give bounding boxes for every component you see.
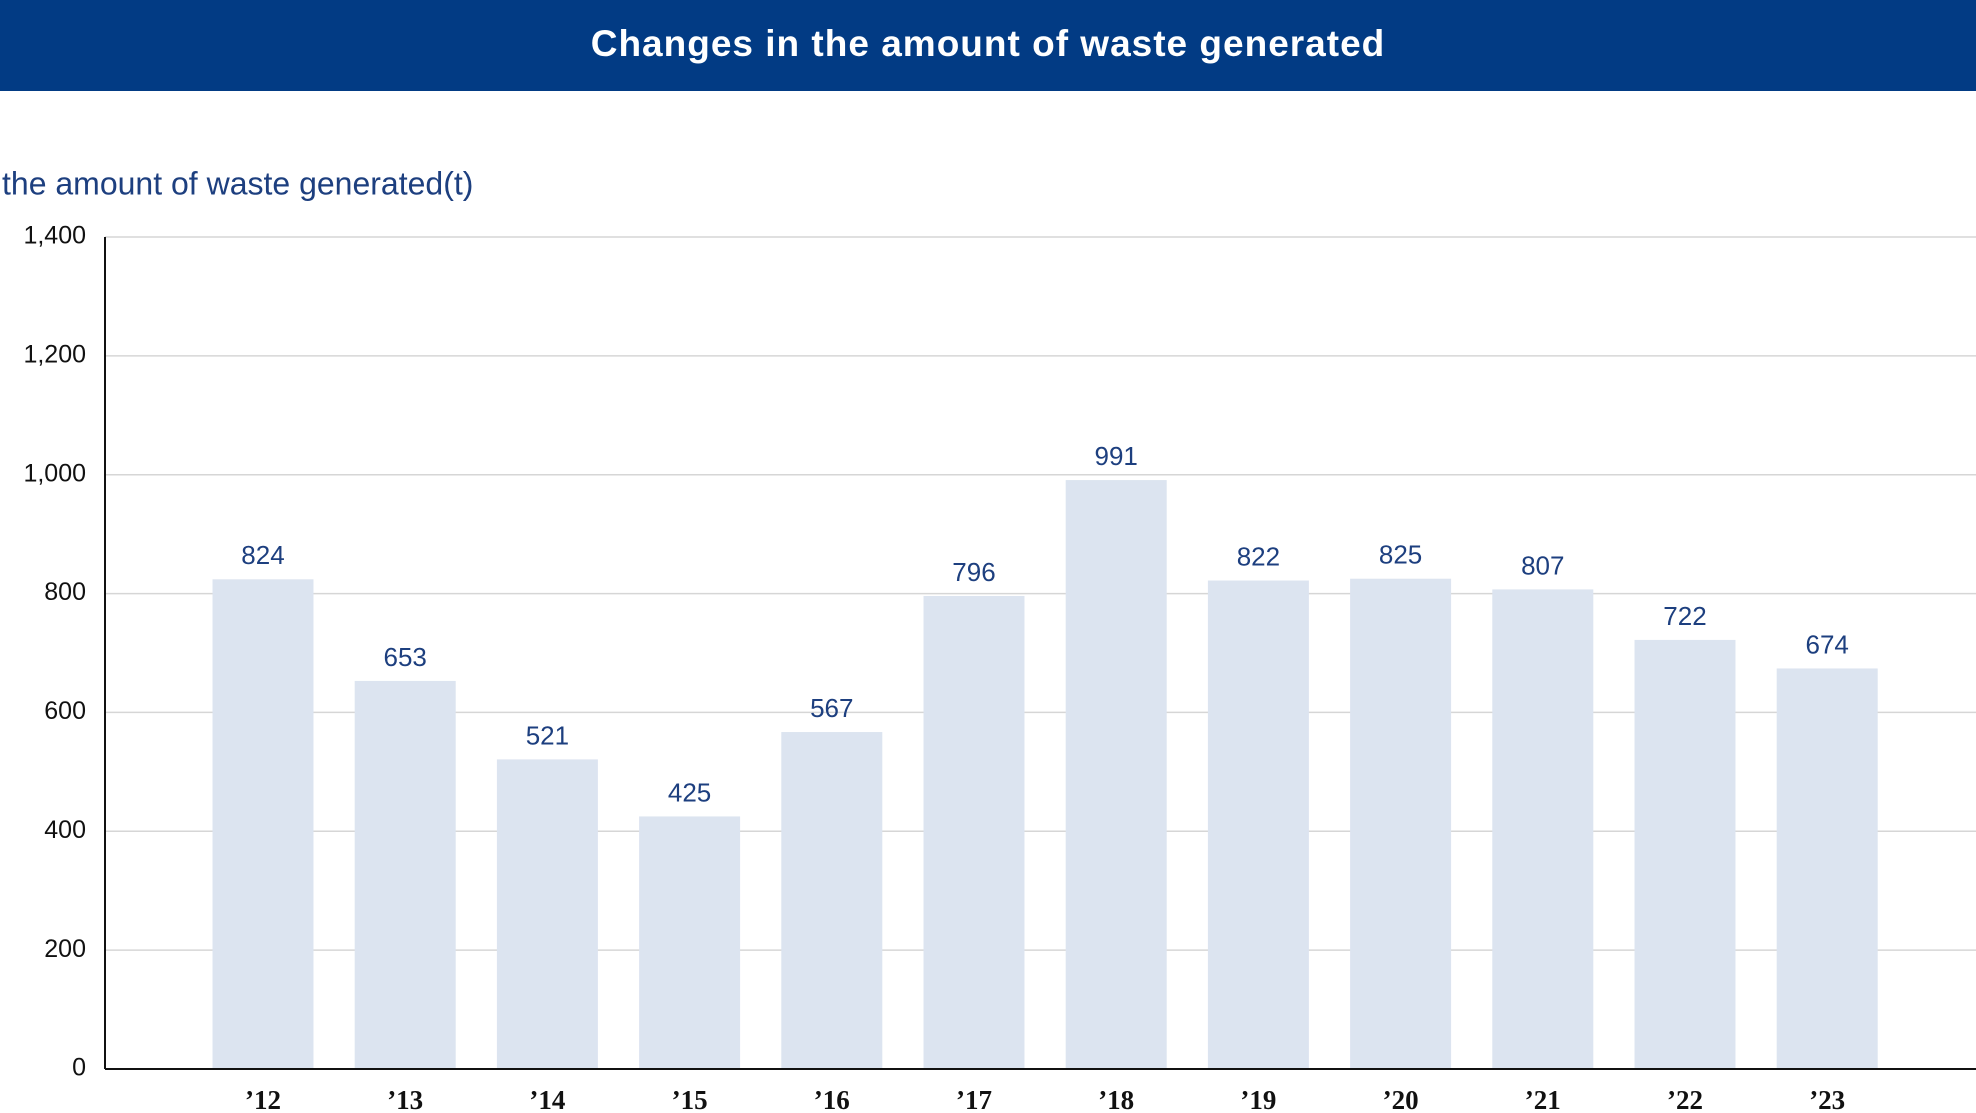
y-tick-label: 0	[72, 1054, 86, 1082]
y-tick-label: 800	[44, 578, 86, 606]
y-tick-label: 1,200	[23, 340, 86, 368]
value-label: 991	[1095, 441, 1138, 471]
x-tick-label: ’13	[387, 1085, 423, 1113]
value-label: 722	[1663, 601, 1706, 631]
x-tick-label: ’14	[529, 1085, 565, 1113]
y-tick-label: 200	[44, 935, 86, 963]
x-tick-label: ’17	[956, 1085, 992, 1113]
x-tick-label: ’22	[1667, 1085, 1703, 1113]
x-tick-label: ’15	[672, 1085, 708, 1113]
x-tick-label: ’12	[245, 1085, 281, 1113]
bar	[496, 759, 598, 1069]
header-bar	[0, 0, 1976, 91]
value-label: 807	[1521, 550, 1564, 580]
bar	[212, 579, 314, 1069]
bar	[1350, 578, 1452, 1069]
x-tick-label: ’21	[1525, 1085, 1561, 1113]
bar	[1065, 480, 1167, 1069]
bar	[781, 732, 883, 1069]
x-tick-label: ’19	[1240, 1085, 1276, 1113]
y-tick-label: 400	[44, 816, 86, 844]
chart-title: Changes in the amount of waste generated	[591, 23, 1386, 64]
y-tick-label: 600	[44, 697, 86, 725]
value-label: 425	[668, 777, 711, 807]
bar	[1634, 639, 1736, 1069]
value-label: 825	[1379, 540, 1422, 570]
bar	[1776, 668, 1878, 1069]
y-axis-label: the amount of waste generated(t)	[2, 165, 473, 201]
bar	[354, 680, 456, 1069]
value-label: 521	[526, 720, 569, 750]
bar	[639, 816, 741, 1069]
x-tick-label: ’16	[814, 1085, 850, 1113]
value-label: 674	[1806, 629, 1849, 659]
bar	[1207, 580, 1309, 1069]
x-tick-label: ’23	[1809, 1085, 1845, 1113]
x-tick-label: ’20	[1383, 1085, 1419, 1113]
value-label: 796	[952, 557, 995, 587]
y-tick-label: 1,400	[23, 222, 86, 250]
value-label: 822	[1237, 541, 1280, 571]
y-tick-label: 1,000	[23, 459, 86, 487]
bar	[923, 595, 1025, 1069]
value-label: 567	[810, 693, 853, 723]
bar	[1492, 589, 1594, 1069]
x-tick-label: ’18	[1098, 1085, 1134, 1113]
value-label: 653	[384, 642, 427, 672]
value-label: 824	[241, 540, 284, 570]
